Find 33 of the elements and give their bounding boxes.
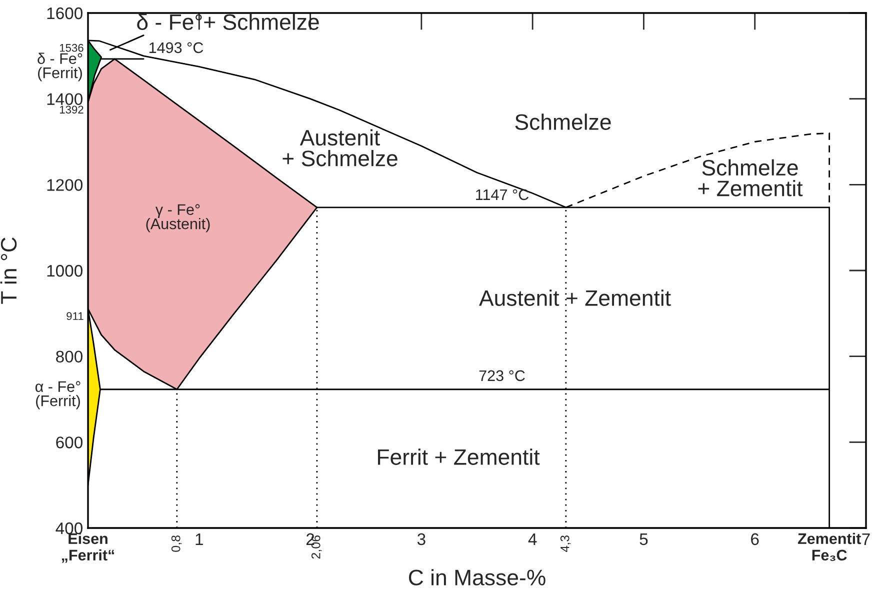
annotation: Schmelze xyxy=(515,114,611,130)
y-axis-title: T in °C xyxy=(0,237,17,304)
x-tick-label: Eisen „Ferrit“ xyxy=(62,532,114,563)
y-tick-label: 800 xyxy=(56,350,82,363)
annotation: Austenit + Schmelze xyxy=(282,129,398,166)
text: δ - Fe° (Ferrit) xyxy=(38,52,82,82)
annotation: Schmelze + Zementit xyxy=(698,159,803,196)
x-tick-label: 6 xyxy=(751,533,759,546)
annotation: 1147 °C xyxy=(476,189,529,200)
y-tick-label: 1400 xyxy=(47,93,82,106)
x-tick-label: Zementit Fe₃C xyxy=(798,532,861,561)
x-tick-label: 3 xyxy=(417,533,426,546)
x-tick-label: 7 xyxy=(862,533,870,545)
annotation: 4,3 xyxy=(560,535,571,552)
x-tick-label: 4 xyxy=(528,533,537,545)
x-tick-label: 1 xyxy=(196,533,203,545)
y-tick-label: 1600 xyxy=(47,7,82,20)
x-axis-title: C in Masse-% xyxy=(408,569,546,586)
annotation: 911 xyxy=(66,312,84,320)
y-tick-label: 400 xyxy=(56,522,82,534)
annotation: 1536 xyxy=(60,44,84,52)
annotation: γ - Fe° (Austenit) xyxy=(146,204,210,232)
y-tick-label: 1000 xyxy=(47,264,82,277)
y-tick-label: 600 xyxy=(56,436,82,448)
annotation: 0,8 xyxy=(171,535,182,552)
text: α - Fe° (Ferrit) xyxy=(35,381,80,410)
annotation: 1493 °C xyxy=(149,42,204,54)
annotation: 1392 xyxy=(60,106,84,114)
y-tick-label: 1200 xyxy=(47,179,82,191)
annotation: 723 °C xyxy=(479,370,525,382)
annotation: Austenit + Zementit xyxy=(479,290,671,306)
annotation: Ferrit + Zementit xyxy=(378,448,540,465)
x-tick-label: 5 xyxy=(640,533,648,546)
